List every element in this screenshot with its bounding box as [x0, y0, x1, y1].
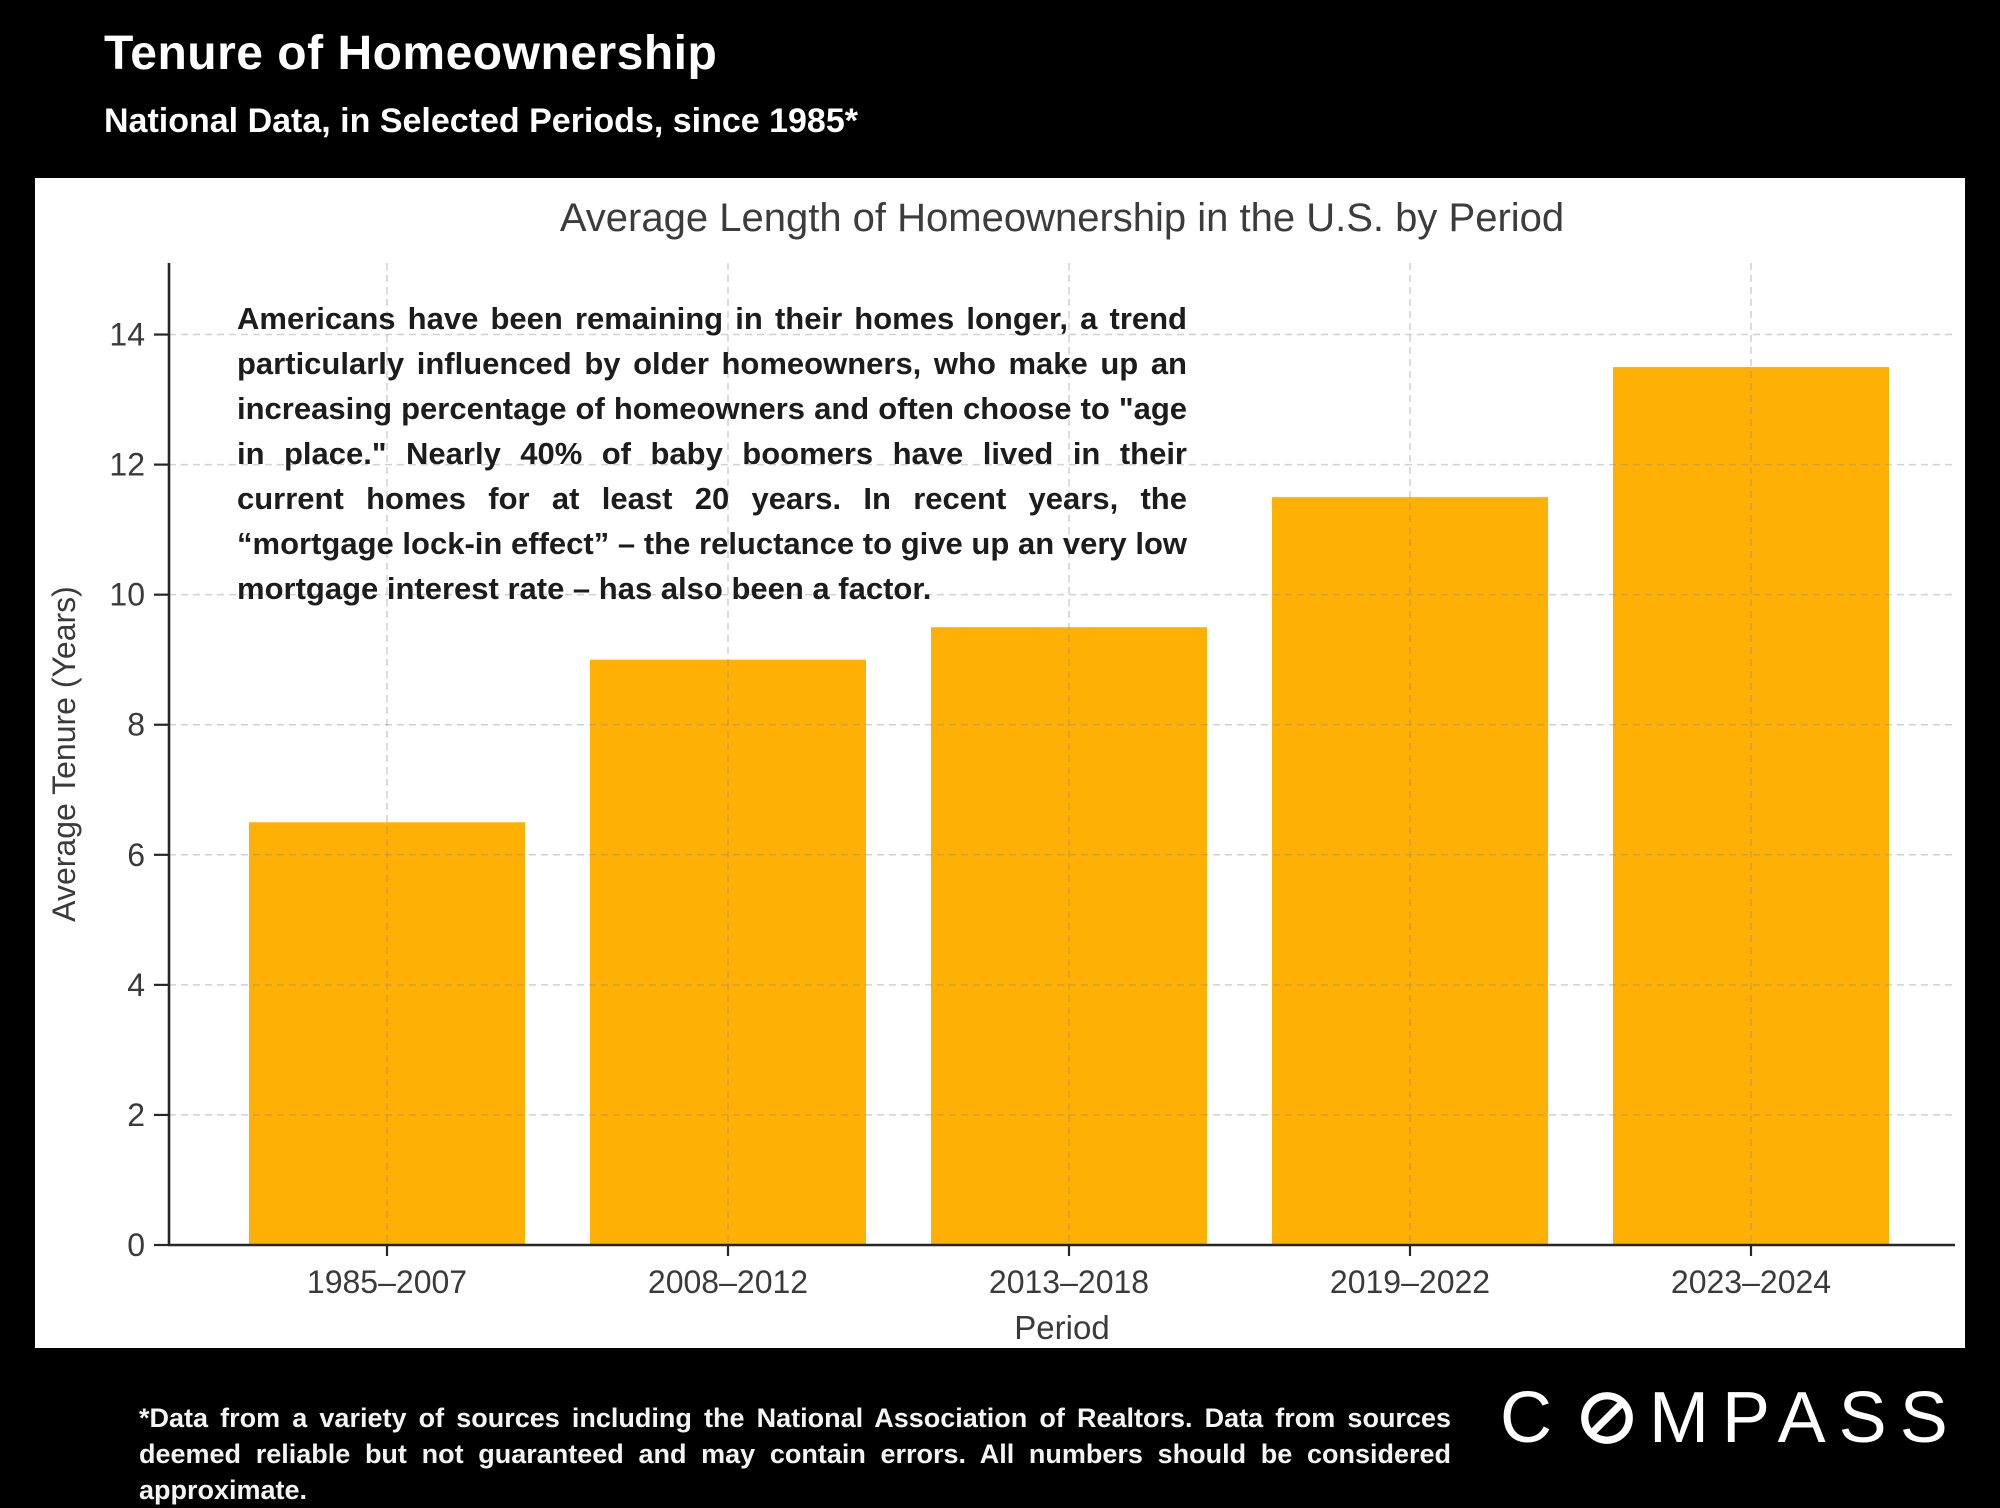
- bar-1985–2007: [249, 822, 525, 1245]
- y-tick-label: 10: [109, 577, 145, 613]
- bar-2023–2024: [1613, 367, 1889, 1245]
- page-subtitle: National Data, in Selected Periods, sinc…: [104, 102, 858, 140]
- chart-annotation: Americans have been remaining in their h…: [237, 301, 1187, 606]
- y-tick-label: 6: [127, 837, 145, 873]
- y-tick-label: 0: [127, 1227, 145, 1263]
- bar-2013–2018: [931, 627, 1207, 1245]
- footer-disclaimer: *Data from a variety of sources includin…: [139, 1403, 1451, 1505]
- y-tick-label: 8: [127, 707, 145, 743]
- bar-2019–2022: [1272, 497, 1548, 1245]
- y-tick-label: 4: [127, 967, 145, 1003]
- y-tick-label: 2: [127, 1097, 145, 1133]
- compass-logo-post: MPASS: [1649, 1378, 1961, 1458]
- compass-o-icon: [1581, 1392, 1633, 1444]
- y-tick-label: 14: [109, 317, 145, 353]
- bar-chart: 0 2 4 6 8 10 12 14 1985–2007 2008–2012 2013–2018 20…: [46, 263, 1955, 1346]
- x-axis-label: Period: [1014, 1309, 1109, 1346]
- page-title: Tenure of Homeownership: [104, 27, 718, 80]
- x-tick-label: 2023–2024: [1671, 1264, 1831, 1300]
- compass-logo: C MPASS: [1500, 1378, 1961, 1458]
- x-tick-label: 2008–2012: [648, 1264, 808, 1300]
- chart-panel: 0 2 4 6 8 10 12 14 1985–2007 2008–2012 2013–2018 20…: [35, 178, 1965, 1348]
- y-axis-label: Average Tenure (Years): [46, 586, 82, 922]
- x-tick-label: 2019–2022: [1330, 1264, 1490, 1300]
- bar-2008–2012: [590, 659, 866, 1245]
- x-tick-label: 1985–2007: [307, 1264, 467, 1300]
- y-tick-label: 12: [109, 447, 145, 483]
- x-tick-label: 2013–2018: [989, 1264, 1149, 1300]
- chart-title: Average Length of Homeownership in the U…: [559, 196, 1565, 240]
- compass-logo-pre: C: [1500, 1378, 1565, 1458]
